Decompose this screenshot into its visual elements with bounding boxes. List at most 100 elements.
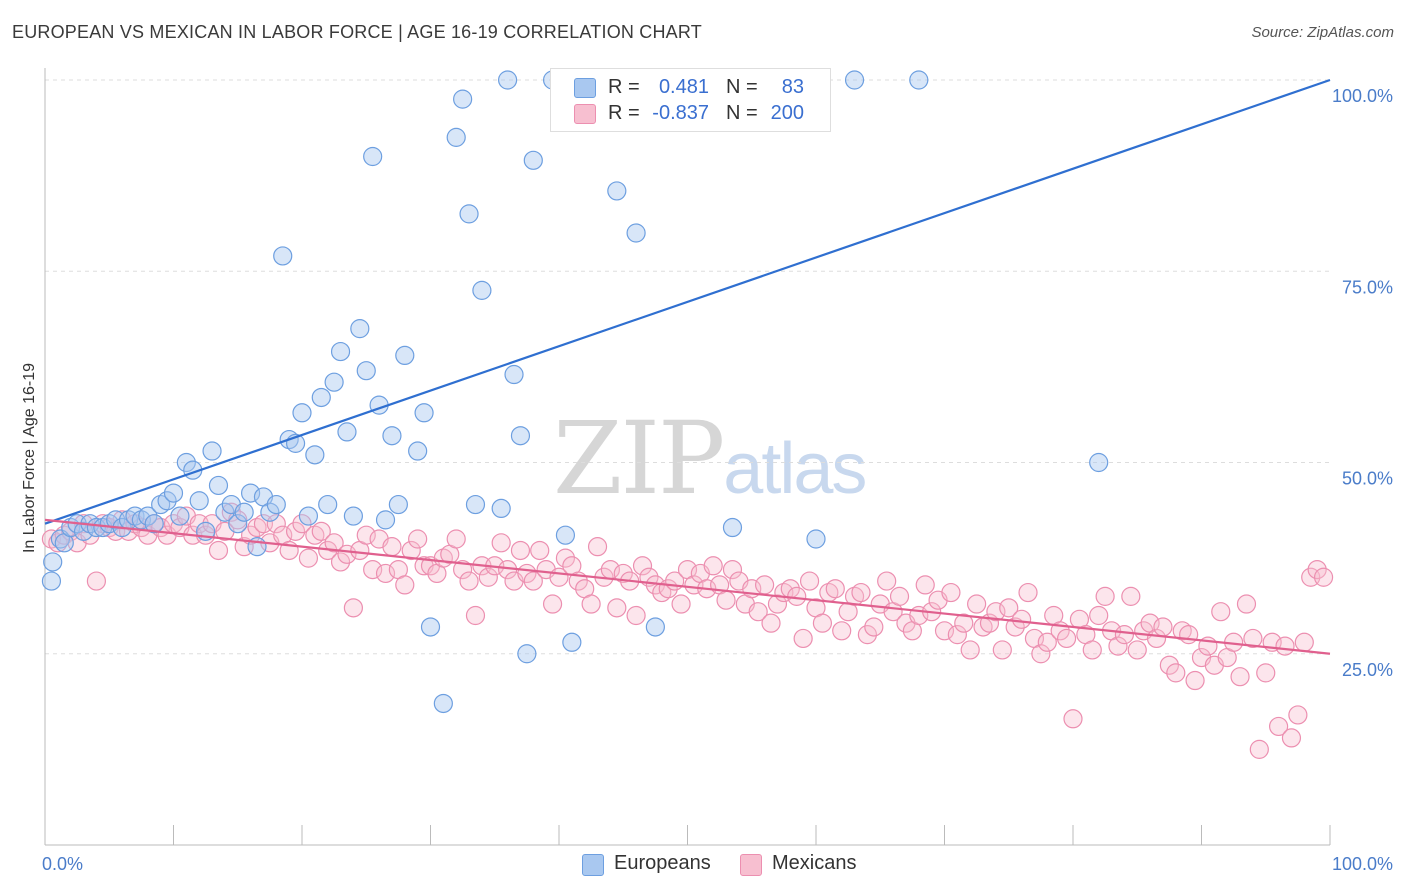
mexicans-point [208, 540, 229, 561]
mexicans-point [311, 521, 331, 541]
bottom-legend-label: Mexicans [772, 852, 857, 874]
europeans-point [1089, 452, 1109, 473]
europeans-point [459, 204, 479, 224]
mexicans-point [960, 640, 980, 660]
mexicans-point [375, 563, 396, 584]
europeans-point [510, 426, 531, 446]
mexicans-point [86, 571, 107, 591]
mexicans-point [1146, 628, 1167, 649]
mexicans-point [401, 540, 421, 561]
mexicans-point [555, 548, 576, 568]
europeans-point [43, 552, 63, 572]
x-tick-label: 0.0% [42, 854, 83, 874]
mexicans-point [459, 571, 479, 591]
europeans-point [433, 693, 453, 714]
watermark-zip: ZIP [553, 400, 725, 517]
mexicans-trendline [44, 518, 1331, 655]
mexicans-point [954, 613, 974, 633]
mexicans-point [748, 602, 768, 622]
europeans-point [330, 341, 351, 362]
mexicans-point [1281, 728, 1302, 748]
mexicans-point [510, 540, 531, 561]
mexicans-point [889, 586, 910, 606]
mexicans-point [446, 529, 466, 549]
legend-swatch-mexicans [574, 104, 596, 124]
europeans-point [472, 280, 492, 300]
mexicans-point [478, 567, 498, 587]
europeans-point [215, 502, 235, 522]
europeans-point [465, 494, 486, 515]
y-axis-label: In Labor Force | Age 16-19 [21, 363, 38, 553]
mexicans-point [1108, 636, 1128, 656]
europeans-point [645, 617, 665, 637]
mexicans-point [799, 571, 820, 591]
mexicans-point [581, 594, 601, 614]
europeans-point [144, 514, 164, 534]
y-tick-label: 75.0% [1342, 277, 1393, 297]
source-label: Source: ZipAtlas.com [1251, 24, 1394, 41]
chart-title: EUROPEAN VS MEXICAN IN LABOR FORCE | AGE… [12, 22, 702, 42]
mexicans-point [793, 628, 813, 649]
europeans-point [292, 403, 312, 423]
europeans-point [273, 246, 293, 266]
europeans-point [266, 494, 286, 515]
europeans-point [337, 422, 357, 442]
mexicans-point [1018, 582, 1038, 603]
europeans-point [363, 146, 383, 167]
legend-row-mexicans: R = -0.837 N = 200 [551, 101, 830, 127]
mexicans-point [754, 575, 775, 595]
mexicans-point [395, 575, 415, 595]
mexicans-point [767, 594, 788, 614]
europeans-point [375, 510, 396, 530]
legend-r-label: R = [608, 102, 640, 124]
europeans-point [491, 498, 511, 518]
legend-n-label: N = [726, 76, 758, 98]
mexicans-point [1089, 605, 1109, 626]
y-tick-label: 50.0% [1342, 469, 1393, 489]
mexicans-point [1179, 625, 1199, 645]
mexicans-point [1031, 644, 1051, 664]
europeans-point [305, 445, 325, 465]
mexicans-point [1037, 632, 1057, 652]
mexicans-point [812, 613, 833, 633]
mexicans-point [967, 594, 987, 614]
europeans-point [298, 506, 319, 526]
mexicans-point [1230, 667, 1250, 687]
europeans-point [157, 491, 177, 511]
mexicans-point [1153, 617, 1173, 637]
europeans-point [176, 452, 196, 473]
europeans-point [234, 502, 254, 522]
mexicans-point [607, 598, 627, 618]
mexicans-point [851, 582, 871, 603]
legend-row-europeans: R = 0.481 N = 83 [551, 75, 830, 101]
mexicans-point [266, 514, 286, 534]
mexicans-point [832, 621, 852, 641]
europeans-point [523, 150, 543, 170]
mexicans-point [864, 617, 884, 637]
mexicans-point [1294, 632, 1314, 652]
europeans-point [86, 517, 107, 538]
mexicans-point [491, 533, 511, 553]
europeans-point [446, 127, 466, 147]
europeans-point [356, 361, 376, 381]
mexicans-point [292, 514, 312, 534]
mexicans-point [613, 563, 633, 584]
europeans-point [395, 345, 415, 365]
europeans-point [806, 529, 826, 549]
y-tick-label: 100.0% [1332, 86, 1393, 106]
europeans-point [382, 426, 402, 446]
europeans-point [722, 517, 743, 538]
mexicans-point [1236, 594, 1257, 614]
europeans-point [414, 403, 434, 423]
europeans-point [562, 632, 582, 652]
mexicans-point [703, 556, 723, 576]
europeans-point [189, 491, 209, 511]
mexicans-point [999, 598, 1019, 618]
europeans-point [202, 441, 222, 461]
mexicans-point [671, 594, 691, 614]
mexicans-point [356, 525, 376, 545]
bottom-legend-swatch-mexicans [740, 854, 762, 876]
europeans-point [607, 181, 627, 201]
mexicans-point [716, 590, 736, 610]
watermark: ZIPatlas [553, 400, 867, 517]
